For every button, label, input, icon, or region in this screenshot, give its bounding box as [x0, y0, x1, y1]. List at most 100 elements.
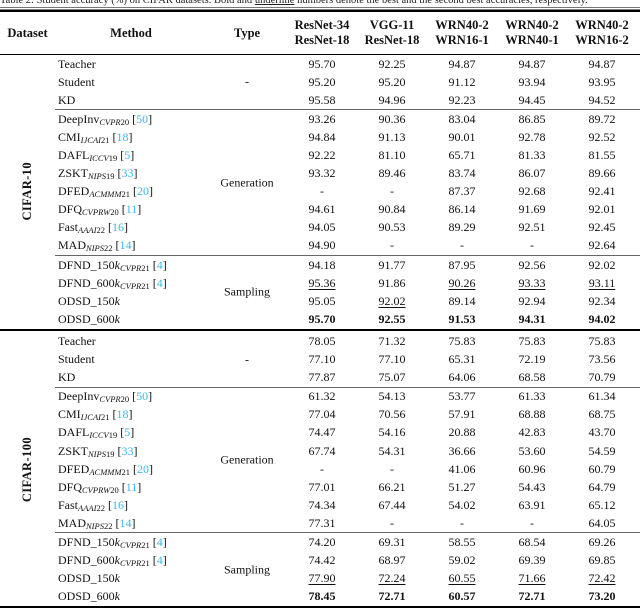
value-cell: 54.59 — [588, 443, 616, 458]
value-cell: 92.01 — [588, 202, 616, 217]
method-label: DFEDACMMM21 [20] — [55, 184, 207, 199]
value-cell: 95.70 — [308, 56, 336, 71]
citation-link[interactable]: 50 — [136, 111, 149, 126]
method-name-italic: k — [114, 275, 120, 290]
table-row: CMIIJCAI21 [18] 77.04 70.56 57.91 68.88 68.75 — [55, 406, 640, 424]
value-cell: 81.10 — [378, 148, 406, 163]
method-name: DAFL — [58, 425, 90, 440]
header-student-net: WRN16-1 — [435, 33, 489, 47]
venue-year: 21 — [141, 262, 150, 273]
value-cell: 91.53 — [448, 311, 476, 326]
citation-link[interactable]: 18 — [116, 407, 129, 422]
table-row: DeepInvCVPR20 [50] 93.26 90.36 83.04 86.85 89… — [55, 110, 640, 128]
citation-bracket: ] — [162, 553, 167, 568]
header-student-net: WRN40-1 — [505, 33, 559, 47]
method-venue-subscript: ACMMM21 — [89, 467, 130, 477]
method-venue-subscript: IJCAI21 — [81, 412, 110, 422]
citation: [20] — [129, 461, 153, 476]
venue-year: 22 — [103, 520, 113, 531]
method-name: Fast — [58, 220, 79, 235]
citation-link[interactable]: 14 — [119, 238, 132, 253]
value-cell: - — [530, 238, 534, 253]
value-cell: 69.31 — [378, 534, 406, 549]
dataset-block-cifar-100: CIFAR-100 Teacher 78.05 71.32 75.83 75.83 75.8… — [0, 332, 640, 605]
citation-bracket: ] — [131, 238, 136, 253]
method-name: MAD — [58, 238, 87, 253]
citation-link[interactable]: 16 — [111, 497, 124, 512]
citation-bracket: ] — [128, 407, 133, 422]
value-cell: 20.88 — [448, 425, 476, 440]
group-separator-rule — [55, 532, 640, 534]
value-cell: 65.71 — [448, 148, 476, 163]
header-student-net: WRN16-2 — [575, 33, 629, 47]
header-student-net: ResNet-18 — [294, 33, 350, 47]
method-venue-subscript: NIPS22 — [86, 521, 112, 531]
value-cell: 57.91 — [448, 407, 476, 422]
citation-link[interactable]: 20 — [136, 461, 149, 476]
citation-link[interactable]: 4 — [156, 534, 163, 549]
venue-year: 21 — [141, 280, 150, 291]
citation-link[interactable]: 33 — [121, 443, 134, 458]
citation: [4] — [149, 257, 167, 272]
value-cell: 92.23 — [448, 92, 476, 107]
venue-year: 20 — [120, 394, 130, 405]
value-cell: 92.02 — [378, 293, 406, 308]
citation-link[interactable]: 4 — [156, 553, 163, 568]
value-cell: 69.39 — [518, 553, 546, 568]
value-cell: 94.31 — [518, 311, 546, 326]
value-cell: 54.43 — [518, 479, 546, 494]
method-name: KD — [58, 92, 76, 107]
value-cell: 54.13 — [378, 389, 406, 404]
value-cell: 42.83 — [518, 425, 546, 440]
method-name: ZSKT — [58, 443, 88, 458]
table-body: CIFAR-10 Teacher 95.70 92.25 94.87 94.87 94.87… — [0, 55, 640, 606]
venue-year: 22 — [96, 225, 105, 236]
citation-link[interactable]: 18 — [116, 129, 129, 144]
venue-name: ICCV — [89, 430, 109, 441]
venue-name: CVPR — [99, 394, 121, 405]
method-label: KD — [55, 93, 207, 108]
header-type: Type — [233, 25, 261, 40]
value-cell: 90.53 — [378, 220, 406, 235]
citation-link[interactable]: 11 — [125, 202, 138, 217]
citation-link[interactable]: 11 — [125, 479, 138, 494]
method-label: DFND_150kCVPR21 [4] — [55, 258, 207, 273]
venue-year: 21 — [100, 412, 110, 423]
citation-link[interactable]: 50 — [136, 389, 149, 404]
venue-name: NIPS — [86, 243, 104, 254]
method-venue-subscript: CVPR21 — [120, 540, 150, 550]
table-row: DAFLICCV19 [5] 74.47 54.16 20.88 42.83 43.70 — [55, 424, 640, 442]
citation-link[interactable]: 5 — [124, 425, 131, 440]
method-venue-subscript: AAAI22 — [78, 225, 105, 235]
value-cell: 94.52 — [588, 92, 616, 107]
method-label: MADNIPS22 [14] — [55, 516, 207, 531]
value-cell: 72.71 — [518, 589, 546, 604]
table-caption: Table 2: Student accuracy (%) on CIFAR d… — [0, 0, 640, 7]
venue-year: 21 — [121, 466, 130, 477]
citation-link[interactable]: 14 — [119, 515, 132, 530]
caption-text-post: numbers denote the best and the second b… — [294, 0, 588, 6]
table-row: Teacher 78.05 71.32 75.83 75.83 75.83 — [55, 332, 640, 350]
citation-link[interactable]: 4 — [156, 257, 163, 272]
method-name-italic: k — [114, 257, 120, 272]
table-row: ZSKTNIPS19 [33] 67.74 54.31 36.66 53.60 54.59 — [55, 442, 640, 460]
value-cell: 72.42 — [588, 571, 616, 586]
value-cell: 73.56 — [588, 352, 616, 367]
value-cell: 72.71 — [378, 589, 406, 604]
venue-name: CVPR — [120, 280, 142, 291]
header-teacher-net: VGG-11 — [369, 18, 415, 32]
citation: [14] — [112, 238, 136, 253]
citation-link[interactable]: 5 — [124, 148, 131, 163]
value-cell: - — [530, 515, 534, 530]
citation-link[interactable]: 16 — [111, 220, 124, 235]
group-separator-rule — [55, 255, 640, 257]
value-cell: 43.70 — [588, 425, 616, 440]
method-label: ZSKTNIPS19 [33] — [55, 166, 207, 181]
table-row: ODSD_600k 78.45 72.71 60.57 72.71 73.20 — [55, 588, 640, 606]
citation-link[interactable]: 33 — [121, 166, 134, 181]
table-row: FastAAAI22 [16] 94.05 90.53 89.29 92.51 92.45 — [55, 219, 640, 237]
value-cell: 92.94 — [518, 293, 546, 308]
citation-link[interactable]: 4 — [156, 275, 163, 290]
value-cell: 78.05 — [308, 333, 336, 348]
citation-link[interactable]: 20 — [136, 184, 149, 199]
